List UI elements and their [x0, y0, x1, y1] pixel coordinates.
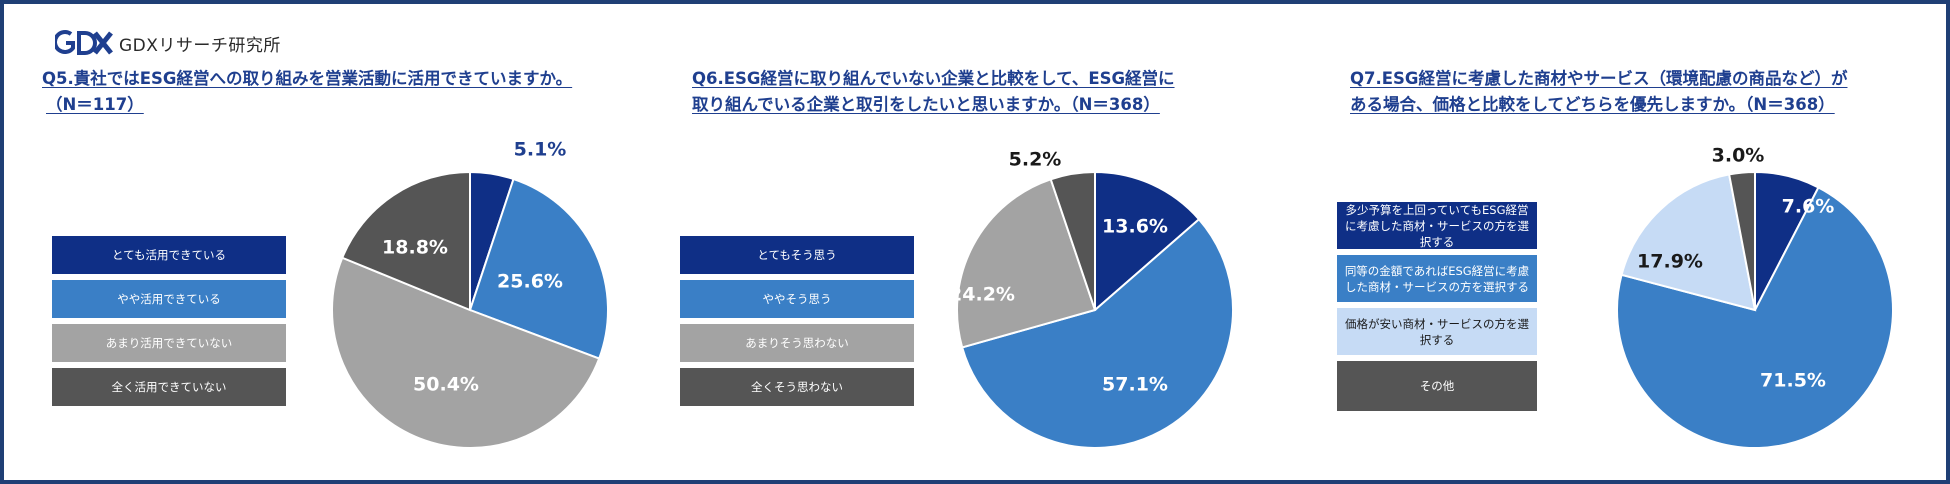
chart-3-pie: 7.6% 71.5% 17.9% 3.0% [1616, 145, 1894, 449]
chart-2-value-label-4: 5.2% [1009, 149, 1062, 171]
chart-2-value-label-2: 57.1% [1102, 374, 1168, 396]
chart-3-slice-2 [1616, 186, 1894, 449]
chart-2-title-line1: Q6.ESG経営に取り組んでいない企業と比較をして、ESG経営に [692, 69, 1175, 88]
chart-1-value-label-4: 18.8% [382, 237, 448, 259]
chart-2-slice-4 [1049, 170, 1096, 311]
chart-2-legend-item-1: とてもそう思う [680, 236, 914, 274]
chart-2-title-line2: 取り組んでいる企業と取引をしたいと思いますか。（N＝368） [692, 95, 1160, 114]
chart-2-slice-1 [1094, 170, 1201, 313]
chart-3-legend-item-1: 多少予算を上回っていてもESG経営に考慮した商材・サービスの方を選択する [1337, 202, 1537, 249]
chart-1-slice-3 [331, 256, 601, 449]
chart-1-legend-item-2: やや活用できている [52, 280, 286, 318]
chart-1-legend-item-3: あまり活用できていない [52, 324, 286, 362]
brand-logo: GDXリサーチ研究所 [55, 27, 281, 59]
chart-2-legend-item-4: 全くそう思わない [680, 368, 914, 406]
chart-1-slice-2 [468, 177, 609, 360]
chart-3-slice-4 [1727, 170, 1756, 311]
chart-1-value-label-2: 25.6% [497, 271, 563, 293]
chart-1-title-line2: （N＝117） [46, 95, 144, 114]
chart-2-slice-2 [960, 217, 1234, 449]
brand-name: GDXリサーチ研究所 [119, 35, 281, 56]
chart-1-value-label-1: 5.1% [514, 139, 567, 161]
chart-1-title: Q5.貴社ではESG経営への取り組みを営業活動に活用できていますか。 （N＝11… [42, 66, 572, 118]
chart-2-slice-3 [956, 178, 1097, 349]
gdx-logo-icon [55, 30, 113, 55]
chart-2-value-label-1: 13.6% [1102, 216, 1168, 238]
chart-2-legend-item-2: ややそう思う [680, 280, 914, 318]
chart-1-value-label-3: 50.4% [413, 374, 479, 396]
chart-3-title: Q7.ESG経営に考慮した商材やサービス（環境配慮の商品など）が ある場合、価格… [1350, 66, 1847, 118]
chart-3-value-label-1: 7.6% [1782, 196, 1835, 218]
chart-1-legend-item-4: 全く活用できていない [52, 368, 286, 406]
chart-1-pie: 5.1% 25.6% 50.4% 18.8% [331, 139, 609, 449]
chart-3-title-line2: ある場合、価格と比較をしてどちらを優先しますか。（N＝368） [1350, 95, 1835, 114]
chart-2-value-label-3: 24.2% [949, 284, 1015, 306]
chart-3-slice-3 [1620, 173, 1757, 312]
chart-3-value-label-4: 3.0% [1712, 145, 1765, 167]
chart-2-pie: 13.6% 57.1% 24.2% 5.2% [949, 149, 1234, 449]
chart-3-value-label-2: 71.5% [1760, 370, 1826, 392]
chart-3-value-label-3: 17.9% [1637, 251, 1703, 273]
chart-2-title: Q6.ESG経営に取り組んでいない企業と比較をして、ESG経営に 取り組んでいる… [692, 66, 1175, 118]
chart-2-legend-item-3: あまりそう思わない [680, 324, 914, 362]
chart-1-title-line1: Q5.貴社ではESG経営への取り組みを営業活動に活用できていますか。 [42, 69, 573, 88]
chart-3-legend-item-4: その他 [1337, 361, 1537, 411]
chart-3-legend-item-3: 価格が安い商材・サービスの方を選択する [1337, 308, 1537, 355]
chart-1-slice-4 [340, 170, 471, 312]
chart-3-title-line1: Q7.ESG経営に考慮した商材やサービス（環境配慮の商品など）が [1350, 69, 1848, 88]
chart-3-legend-item-2: 同等の金額であればESG経営に考慮した商材・サービスの方を選択する [1337, 255, 1537, 302]
chart-1-legend-item-1: とても活用できている [52, 236, 286, 274]
